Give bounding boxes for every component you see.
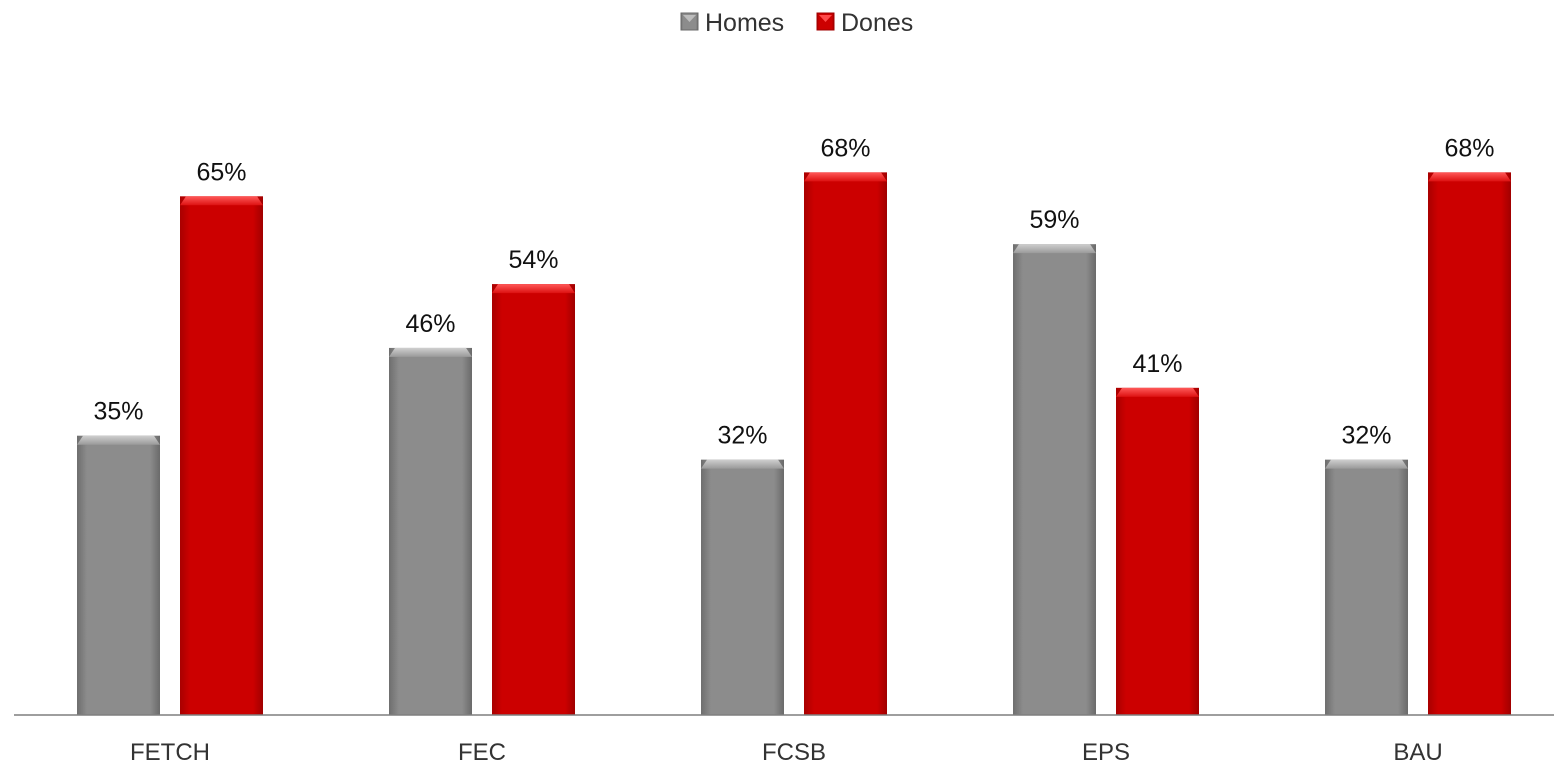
- data-label-dones-bau: 68%: [1444, 134, 1494, 162]
- x-tick-fec: FEC: [458, 739, 506, 764]
- bar-dones-fetch: [180, 196, 263, 716]
- bar-body: [1013, 244, 1096, 715]
- x-tick-labels: FETCH FEC FCSB EPS BAU: [130, 739, 1443, 766]
- bar-body: [492, 284, 575, 715]
- x-tick-fetch: FETCH: [130, 739, 210, 764]
- bar-body: [1325, 459, 1408, 715]
- bar-dones-bau: [1428, 172, 1511, 716]
- bar-bevel: [389, 347, 472, 357]
- legend: Homes Dones: [680, 9, 913, 37]
- bar-dones-eps: [1116, 387, 1199, 715]
- bar-bevel: [1428, 172, 1511, 182]
- data-label-homes-eps: 59%: [1029, 206, 1079, 234]
- bar-homes-fcsb: [701, 459, 784, 715]
- legend-label-dones: Dones: [841, 9, 913, 37]
- bar-bevel: [804, 172, 887, 182]
- data-label-homes-bau: 32%: [1341, 422, 1391, 450]
- bar-body: [804, 172, 887, 716]
- bar-homes-fetch: [77, 435, 160, 715]
- bar-homes-eps: [1013, 244, 1096, 715]
- data-label-dones-fcsb: 68%: [820, 134, 870, 162]
- bar-bevel: [77, 435, 160, 445]
- bars-group: [77, 172, 1511, 716]
- data-label-dones-fetch: 65%: [196, 158, 246, 186]
- bar-dones-fcsb: [804, 172, 887, 716]
- bar-body: [389, 347, 472, 715]
- bar-bevel: [1013, 244, 1096, 254]
- legend-item-homes: Homes: [680, 9, 784, 37]
- x-tick-bau: BAU: [1393, 739, 1442, 764]
- legend-swatch-mark: [819, 15, 832, 22]
- data-label-homes-fetch: 35%: [93, 398, 143, 426]
- bar-bevel: [701, 459, 784, 469]
- bar-body: [180, 196, 263, 716]
- legend-label-homes: Homes: [705, 9, 784, 37]
- bar-homes-fec: [389, 347, 472, 715]
- data-label-homes-fcsb: 32%: [717, 422, 767, 450]
- bar-bevel: [1325, 459, 1408, 469]
- data-label-dones-eps: 41%: [1132, 350, 1182, 378]
- legend-item-dones: Dones: [816, 9, 913, 37]
- data-label-homes-fec: 46%: [405, 310, 455, 338]
- bar-homes-bau: [1325, 459, 1408, 715]
- bar-bevel: [180, 196, 263, 206]
- x-tick-fcsb: FCSB: [762, 739, 826, 764]
- bar-dones-fec: [492, 284, 575, 715]
- data-label-dones-fec: 54%: [508, 246, 558, 274]
- bar-body: [1428, 172, 1511, 716]
- bar-body: [701, 459, 784, 715]
- x-tick-eps: EPS: [1082, 739, 1130, 764]
- bar-bevel: [1116, 387, 1199, 397]
- legend-swatch-mark: [683, 15, 696, 22]
- data-labels-group: 35% 65% 46% 54% 32% 68% 59% 41% 32% 68%: [93, 134, 1494, 449]
- bar-body: [77, 435, 160, 715]
- bar-bevel: [492, 284, 575, 294]
- bar-body: [1116, 387, 1199, 715]
